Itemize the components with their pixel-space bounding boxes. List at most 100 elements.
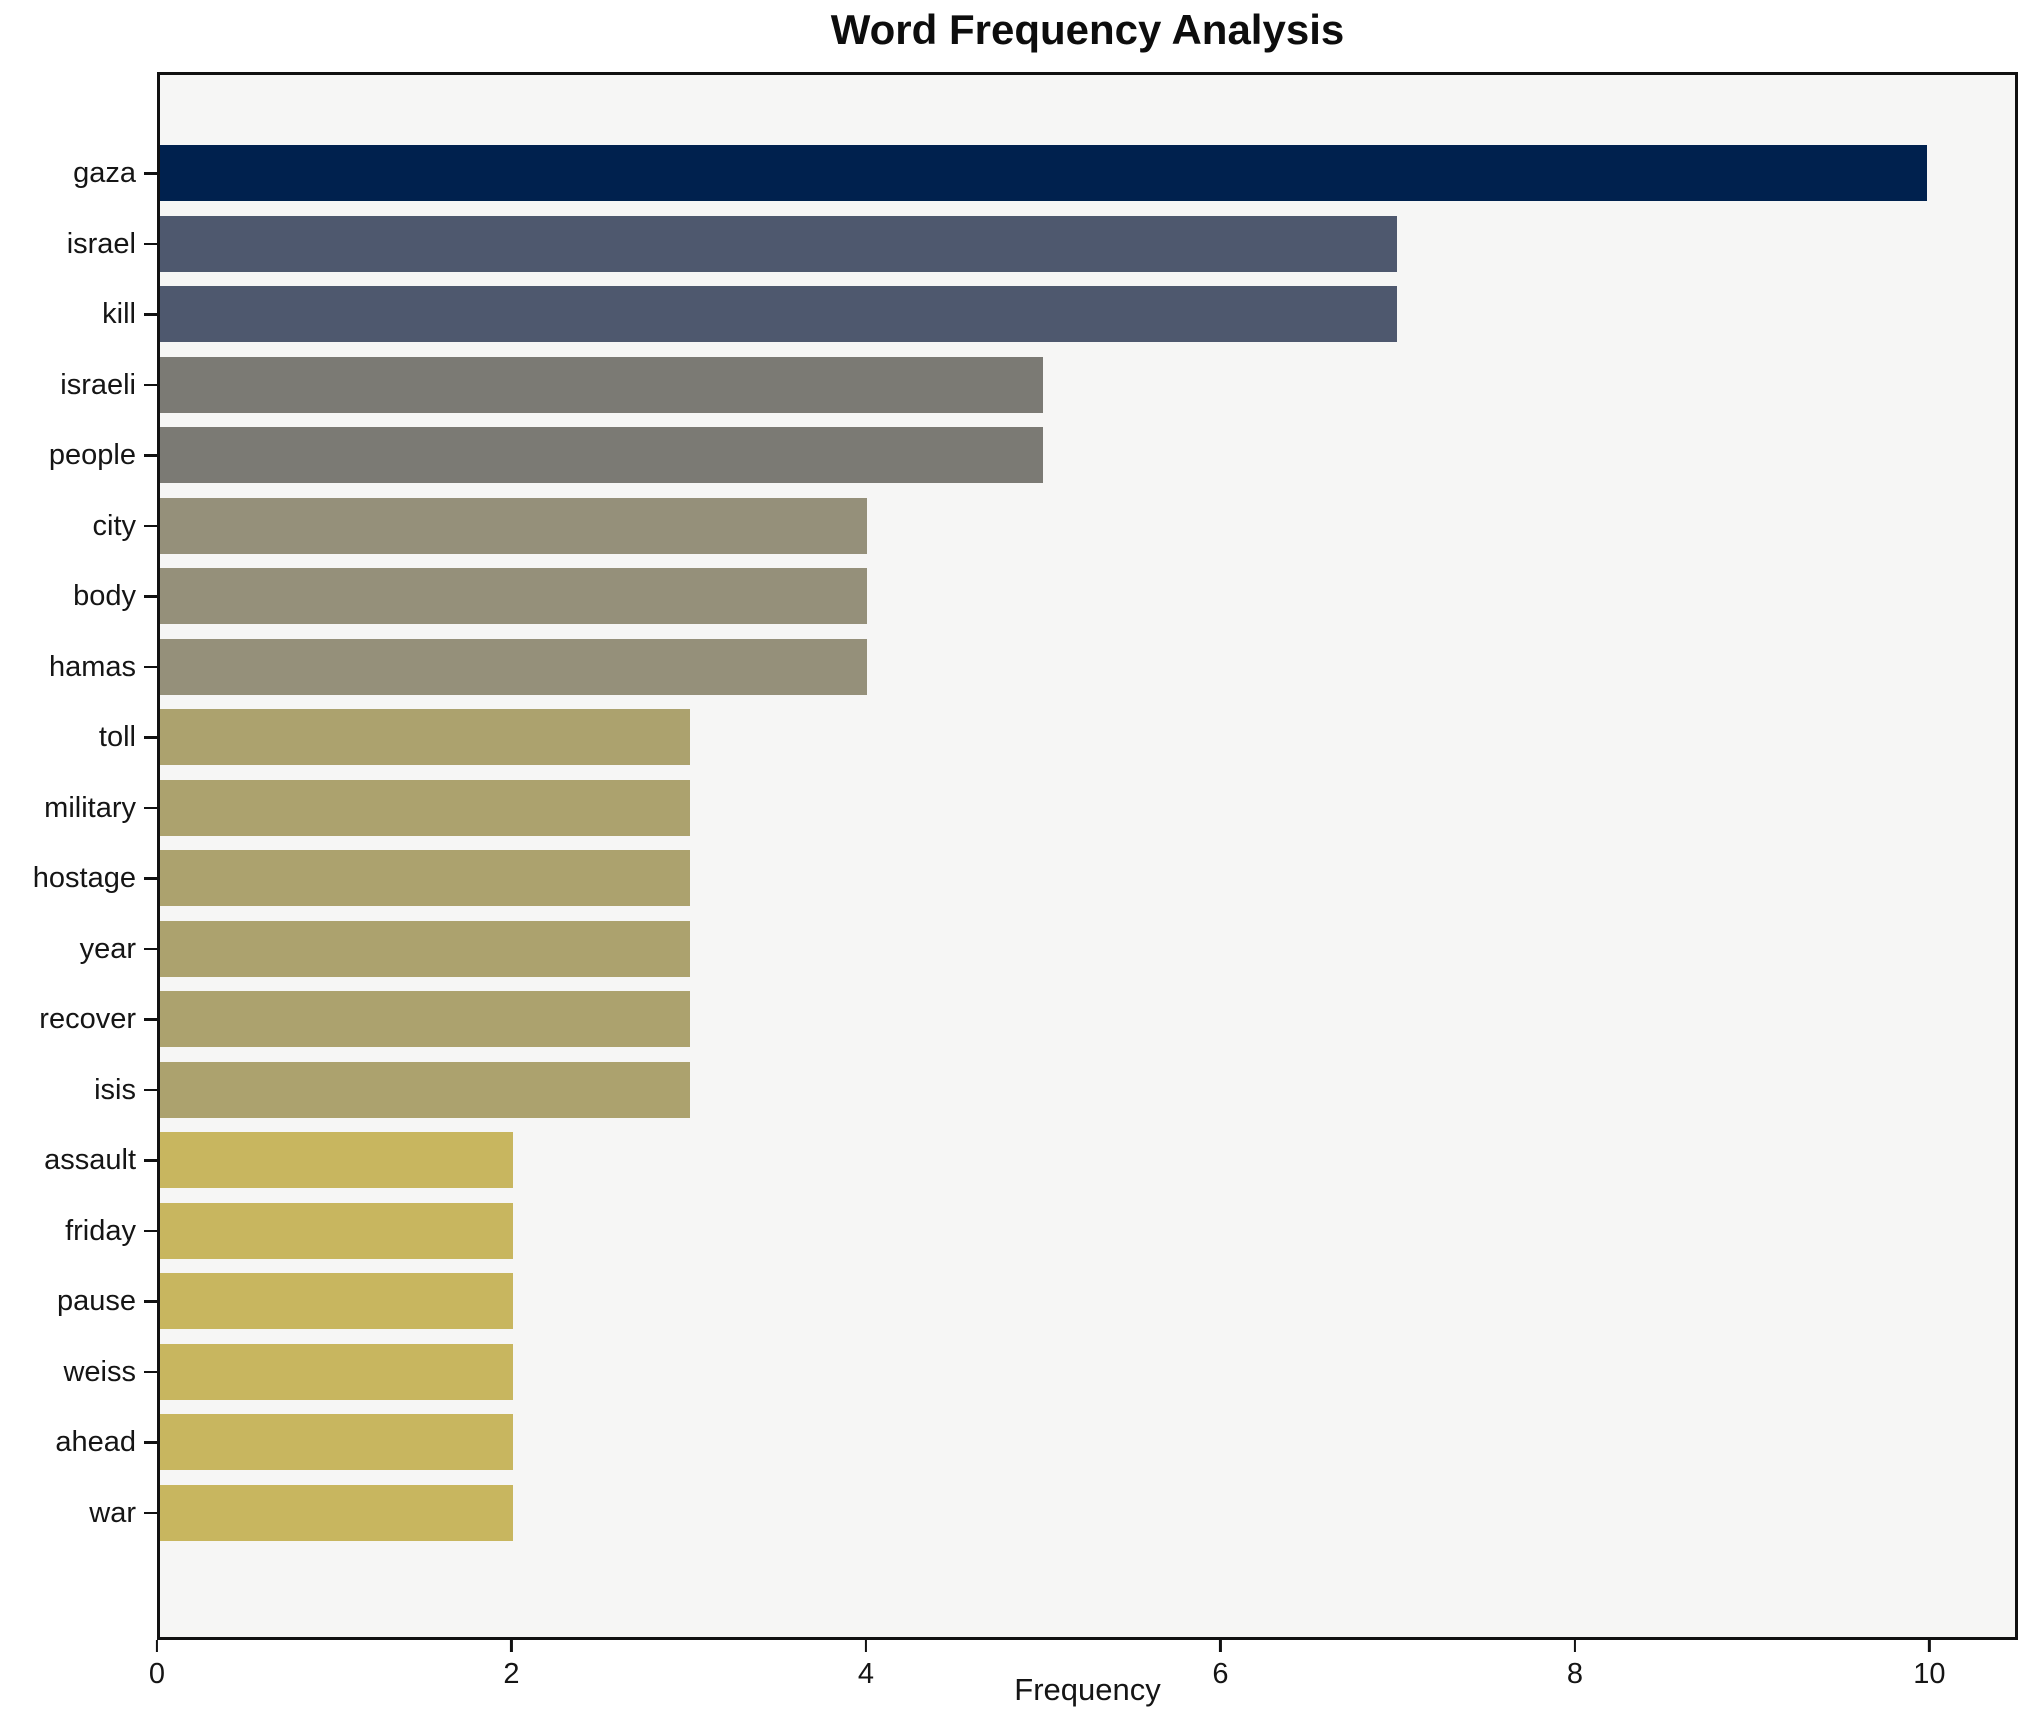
x-tick-mark [155, 1640, 159, 1652]
y-tick-label: israel [66, 227, 136, 260]
y-tick-mark [144, 806, 157, 809]
bar-row: friday [65, 1196, 2015, 1267]
bar-row: toll [99, 702, 2015, 773]
y-tick-mark [144, 524, 157, 527]
y-tick-label: israeli [60, 368, 136, 401]
bar [160, 1484, 514, 1541]
bar [160, 779, 690, 836]
y-tick-mark [144, 1159, 157, 1162]
bars-container: gaza israel kill israeli people city body hamas… [33, 138, 2015, 1548]
x-tick: 6 [1212, 1640, 1228, 1691]
bar [160, 709, 690, 765]
y-tick-mark [144, 1370, 157, 1373]
x-tick: 0 [149, 1640, 165, 1691]
y-tick-mark [144, 947, 157, 950]
x-tick-label: 0 [148, 1658, 166, 1690]
bar-row: assault [44, 1125, 2015, 1196]
y-tick-label: people [48, 439, 136, 471]
bar [160, 356, 1044, 413]
y-tick-mark [144, 172, 157, 175]
bar [160, 850, 690, 906]
y-tick-label: isis [94, 1073, 136, 1106]
x-tick: 4 [858, 1640, 874, 1691]
bar-row: body [73, 561, 2015, 632]
x-tick: 8 [1567, 1640, 1583, 1691]
bar-row: city [93, 491, 2015, 562]
y-tick-label: hamas [48, 650, 136, 683]
bar-row: recover [39, 984, 2015, 1055]
y-tick-mark [144, 454, 157, 457]
bar [160, 1414, 514, 1470]
x-tick-mark [1219, 1640, 1222, 1652]
x-axis: 0 2 4 6 8 10 [149, 1640, 2018, 1700]
bar-row: israel [67, 209, 2015, 280]
chart-title: Word Frequency Analysis [830, 6, 1345, 53]
x-tick-mark [864, 1640, 868, 1652]
y-tick-label: gaza [73, 157, 136, 189]
bar [160, 427, 1044, 483]
y-tick-mark [144, 313, 157, 316]
y-tick-label: toll [98, 721, 136, 753]
bar [160, 1343, 514, 1400]
y-tick-label: ahead [55, 1426, 136, 1458]
bar-row: gaza [73, 138, 2015, 209]
bar-row: military [44, 773, 2015, 844]
x-tick-label: 8 [1566, 1658, 1583, 1690]
bar [160, 920, 690, 977]
x-tick-label: 10 [1913, 1658, 1946, 1690]
x-tick-label: 6 [1212, 1658, 1229, 1690]
bar [160, 1132, 514, 1188]
y-tick-label: hostage [32, 862, 136, 894]
bar [160, 497, 867, 554]
bar [160, 145, 1927, 201]
y-tick-label: kill [102, 298, 136, 330]
bar-row: israeli [60, 350, 2015, 421]
y-tick-mark [144, 665, 157, 668]
x-tick-mark [510, 1640, 513, 1652]
y-tick-mark [144, 1441, 157, 1444]
bar-row: pause [57, 1266, 2015, 1337]
y-tick-label: pause [56, 1285, 136, 1317]
y-tick-label: year [79, 932, 136, 965]
y-tick-label: friday [65, 1214, 136, 1247]
plot-area: gaza israel kill israeli people city body hamas… [33, 72, 2018, 1640]
bar [160, 215, 1397, 272]
bar-row: hostage [33, 843, 2015, 914]
y-tick-mark [144, 1511, 157, 1514]
y-tick-mark [144, 736, 157, 739]
bar-row: year [80, 914, 2015, 985]
x-tick-mark [1573, 1640, 1577, 1652]
y-tick-mark [144, 242, 157, 245]
y-tick-label: war [89, 1496, 136, 1529]
bar [160, 1202, 514, 1259]
x-tick-label: 4 [857, 1658, 875, 1690]
y-tick-mark [144, 1088, 157, 1091]
y-tick-label: assault [44, 1144, 136, 1176]
bar-row: weiss [63, 1337, 2015, 1408]
bar [160, 991, 690, 1047]
bar-row: kill [102, 279, 2015, 350]
x-tick-label: 2 [503, 1658, 520, 1690]
bar-row: ahead [55, 1407, 2015, 1478]
bar-row: people [49, 420, 2015, 491]
x-tick: 2 [503, 1640, 520, 1691]
bar [160, 1061, 690, 1118]
y-tick-mark [144, 1300, 157, 1303]
y-tick-mark [144, 383, 157, 386]
y-tick-mark [144, 595, 157, 598]
y-tick-label: recover [39, 1003, 136, 1035]
y-tick-label: city [92, 509, 137, 542]
x-tick-mark [1928, 1640, 1931, 1652]
bar [160, 286, 1397, 342]
y-tick-mark [144, 1018, 157, 1021]
bar [160, 1273, 514, 1329]
y-tick-label: weiss [63, 1355, 136, 1388]
x-axis-label: Frequency [1014, 1672, 1161, 1707]
bar-row: isis [94, 1055, 2015, 1126]
bar [160, 568, 867, 624]
x-tick: 10 [1913, 1640, 1946, 1691]
y-tick-label: body [73, 580, 136, 612]
y-tick-mark [144, 877, 157, 880]
bar-row: hamas [49, 632, 2015, 703]
